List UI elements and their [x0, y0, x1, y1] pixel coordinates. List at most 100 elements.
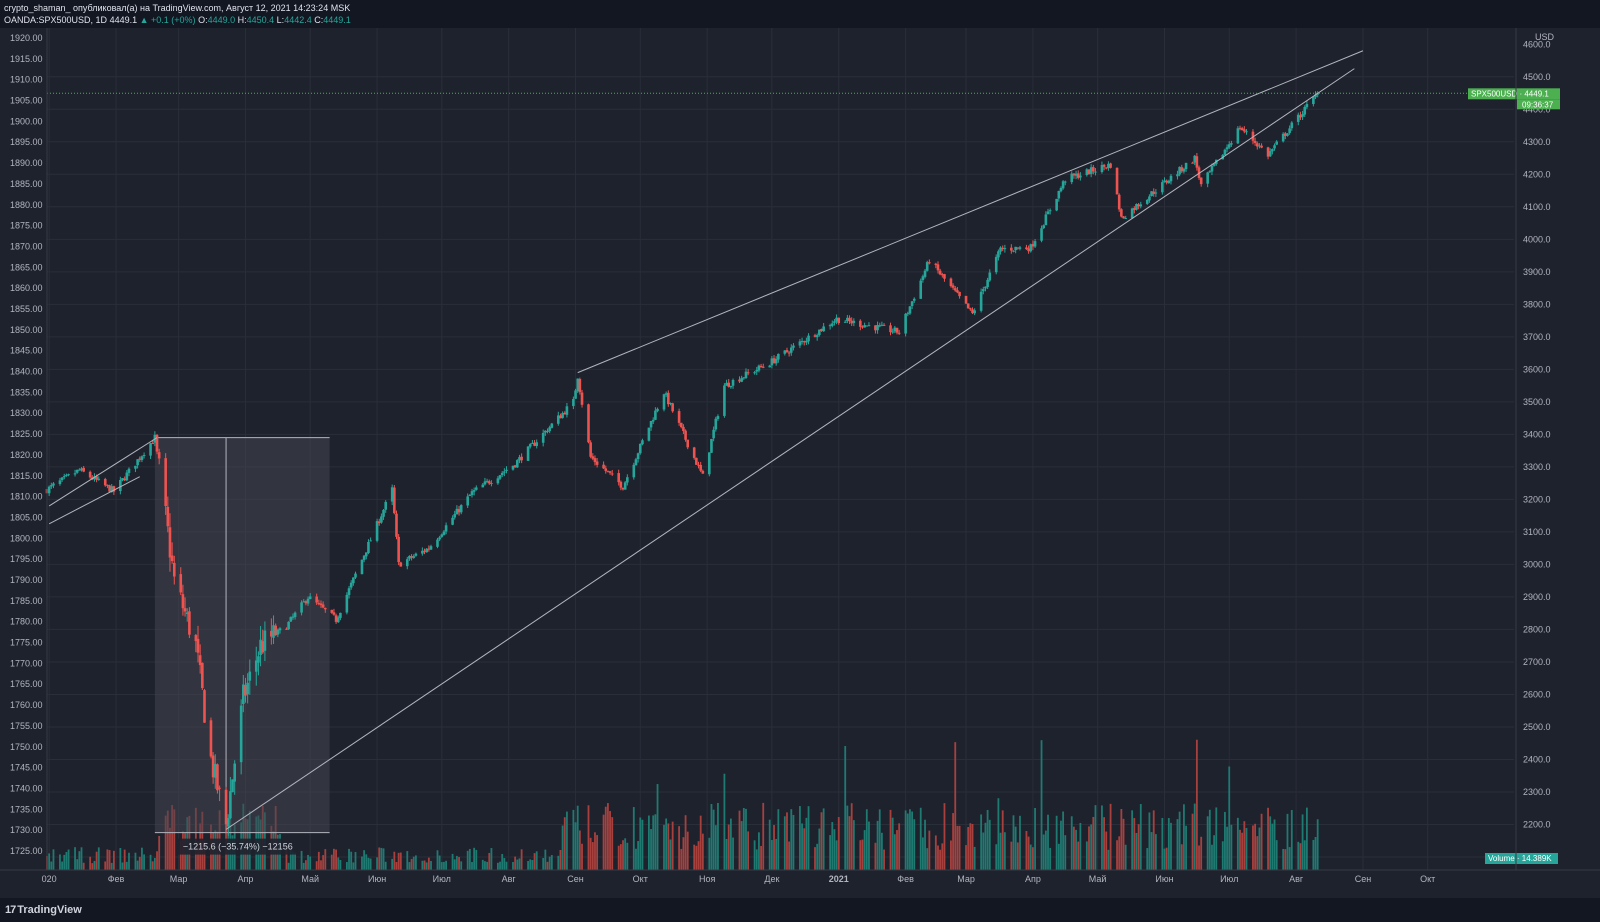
candle-body [203, 690, 206, 723]
volume-bar [1014, 826, 1017, 870]
volume-bar [302, 862, 305, 870]
candle-body [662, 394, 666, 410]
candle-body [701, 470, 705, 474]
candle-body [684, 430, 687, 440]
volume-bar [850, 803, 853, 870]
open-value: 4449.0 [207, 15, 236, 25]
volume-bar [345, 862, 348, 870]
volume-bar [852, 820, 855, 870]
candle-body [772, 358, 776, 364]
candle-body [302, 601, 306, 603]
candle-body [1014, 246, 1017, 251]
candle-body [1031, 244, 1035, 247]
volume-bar [574, 822, 577, 870]
volume-bar [1221, 841, 1224, 870]
volume-bar [546, 861, 549, 870]
candle-body [97, 478, 101, 480]
volume-bar [1245, 828, 1248, 870]
symbol-legend[interactable]: OANDA:SPX500USD, 1D 4449.1 ▲ +0.1 (+0%) … [4, 15, 351, 25]
candle-body [405, 559, 409, 567]
candle-body [395, 513, 398, 537]
candle-body [587, 404, 590, 443]
volume-bar [63, 854, 66, 870]
volume-bar [1178, 811, 1181, 870]
candle-body [1001, 247, 1005, 249]
left-axis-tick-label: 1920.00 [10, 33, 43, 43]
candle-body [1130, 208, 1134, 219]
candle-body [170, 555, 174, 561]
volume-bar [1118, 836, 1121, 870]
countdown-tag-background [1517, 99, 1560, 110]
volume-bar [1075, 829, 1077, 870]
candle-body [444, 525, 448, 532]
candle-body [712, 429, 715, 439]
symbol-name[interactable]: OANDA:SPX500USD, 1D [4, 15, 108, 25]
volume-bar [1116, 840, 1118, 870]
left-axis-tick-label: 1845.00 [10, 346, 43, 356]
volume-bar [108, 850, 111, 870]
candle-body [226, 818, 230, 827]
candle-body [984, 286, 987, 289]
price-unit-label: USD [1535, 32, 1555, 42]
candle-body [686, 439, 690, 448]
volume-bar [725, 838, 728, 870]
candle-body [1150, 191, 1153, 197]
time-axis-label: Сен [1355, 874, 1372, 884]
volume-bar [1105, 831, 1108, 870]
right-axis-tick-label: 2500.0 [1523, 722, 1551, 732]
candle-body [966, 303, 970, 309]
price-tag-symbol: SPX500USD · 4449.1 [1471, 89, 1549, 98]
volume-bar [654, 814, 657, 870]
candle-body [1137, 204, 1140, 207]
candle-body [1240, 128, 1244, 131]
volume-bar [650, 829, 652, 870]
candle-body [246, 682, 249, 695]
volume-bar [151, 861, 154, 870]
volume-bar [548, 856, 551, 870]
volume-bar [594, 832, 596, 870]
candle-body [830, 323, 834, 326]
right-axis-tick-label: 4500.0 [1523, 72, 1551, 82]
time-axis-label: 020 [42, 874, 57, 884]
candle-body [336, 617, 340, 623]
candle-body [897, 332, 901, 334]
price-tag-background [1468, 88, 1560, 100]
volume-bar [738, 810, 741, 870]
volume-bar [889, 809, 892, 870]
candle-body [399, 562, 403, 567]
volume-bar [242, 803, 245, 870]
volume-bar [380, 847, 383, 870]
volume-bar [762, 802, 765, 870]
volume-bar [119, 847, 122, 870]
candle-body [723, 385, 726, 416]
candle-body [785, 350, 789, 352]
price-chart[interactable]: −1215.6 (−35.74%) −121561920.001915.0019… [0, 28, 1600, 898]
volume-bar [1206, 816, 1209, 870]
time-axis-label: Май [1089, 874, 1107, 884]
volume-bar [684, 815, 687, 870]
candle-body [1266, 147, 1270, 157]
time-axis-label: Фев [108, 874, 125, 884]
volume-bar [997, 798, 1000, 870]
volume-bar [999, 832, 1002, 870]
right-axis-tick-label: 3600.0 [1523, 364, 1551, 374]
measurement-box [154, 437, 330, 833]
volume-bar [138, 856, 141, 870]
candle-body [134, 465, 137, 469]
candle-body [559, 415, 562, 419]
candle-body [483, 481, 487, 485]
volume-bar [1148, 812, 1151, 870]
candle-body [1117, 194, 1121, 210]
candle-body [423, 550, 426, 552]
volume-bar [535, 851, 538, 870]
candle-body [1301, 114, 1304, 117]
candle-body [1139, 204, 1143, 207]
left-axis-tick-label: 1800.00 [10, 533, 43, 543]
volume-bar [466, 850, 469, 870]
volume-bar [367, 857, 370, 870]
right-axis-tick-label: 4600.0 [1523, 39, 1551, 49]
volume-bar [714, 825, 717, 870]
time-axis-label: Авг [502, 874, 517, 884]
candle-body [647, 427, 651, 441]
candle-body [753, 372, 756, 374]
